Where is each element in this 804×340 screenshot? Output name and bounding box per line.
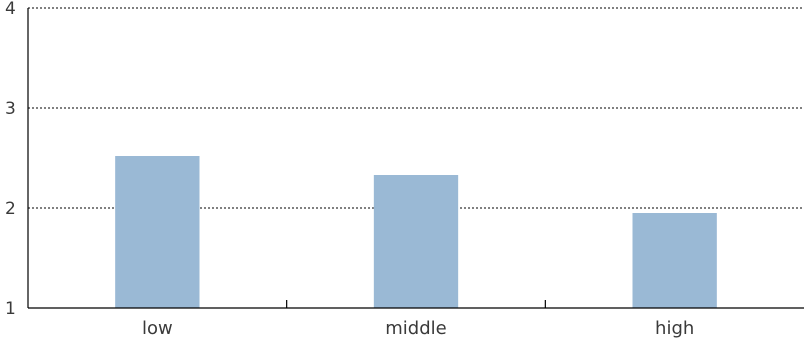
bar xyxy=(115,156,200,308)
y-tick-label: 2 xyxy=(5,199,16,219)
x-tick-labels: low middle high xyxy=(142,318,694,339)
bar xyxy=(373,175,459,308)
bars xyxy=(115,156,717,308)
bar xyxy=(632,213,717,308)
x-tick-label: high xyxy=(655,318,694,339)
x-tick-label: low xyxy=(142,318,173,339)
y-tick-label: 1 xyxy=(5,299,16,319)
x-tick-marks xyxy=(286,300,546,308)
y-tick-label: 4 xyxy=(5,0,16,19)
y-tick-labels: 1 2 3 4 xyxy=(5,0,16,319)
y-tick-label: 3 xyxy=(5,99,16,119)
x-tick-label: middle xyxy=(385,318,446,339)
axes xyxy=(27,8,804,309)
